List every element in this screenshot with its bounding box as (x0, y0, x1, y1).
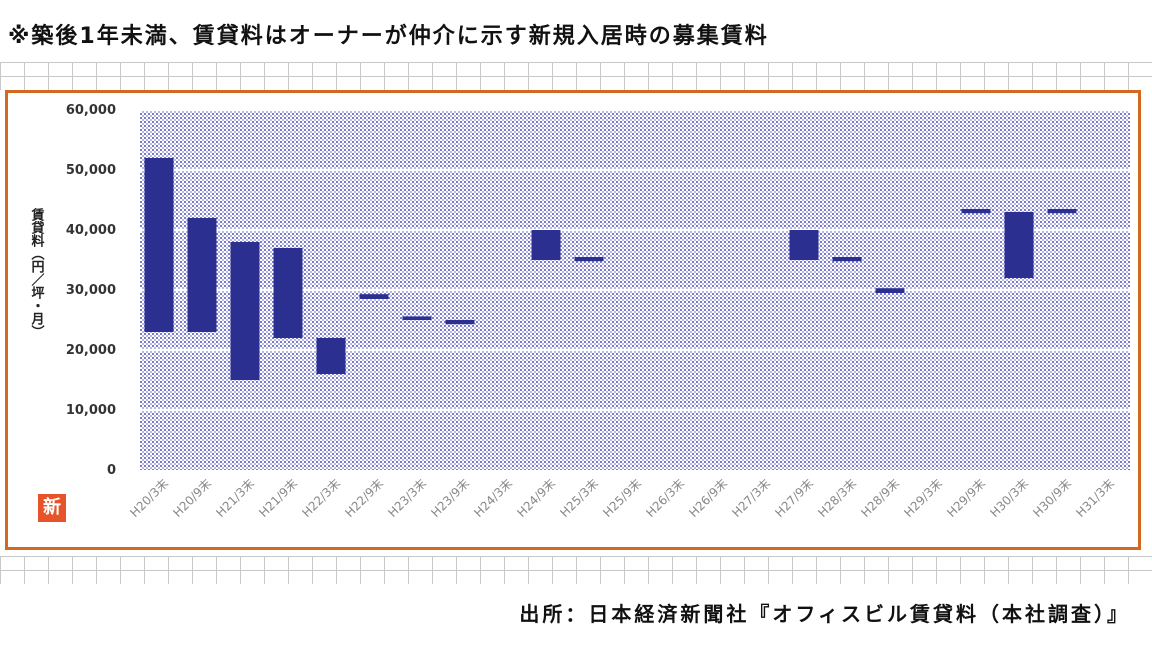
x-tick-label: H21/9末 (256, 476, 300, 520)
x-tick-label: H30/3末 (987, 476, 1031, 520)
range-bar (1047, 209, 1077, 214)
range-bar (273, 248, 303, 338)
x-tick-label: H25/3末 (557, 476, 601, 520)
range-bar (144, 158, 174, 332)
y-tick-label: 30,000 (66, 283, 116, 298)
range-bar (359, 294, 389, 299)
x-tick-label: H23/3末 (385, 476, 429, 520)
x-tick-label: H27/9末 (772, 476, 816, 520)
note-text: ※築後1年未満、賃貸料はオーナーが仲介に示す新規入居時の募集賃料 (8, 24, 769, 49)
x-tick-label: H28/9末 (858, 476, 902, 520)
y-tick-label: 60,000 (66, 103, 116, 118)
y-tick-label: 50,000 (66, 163, 116, 178)
x-tick-label: H30/9末 (1030, 476, 1074, 520)
floating-bar-chart: 0 10,000 20,000 30,000 40,000 50,000 60,000 H2… (29, 103, 1130, 520)
y-axis-label: 賃貸料（円／坪・月） (29, 207, 46, 338)
x-tick-label: H26/9末 (686, 476, 730, 520)
x-tick-label: H29/9末 (944, 476, 988, 520)
y-tick-label: 0 (107, 463, 116, 478)
grid-band-top (0, 62, 1152, 90)
x-tick-label: H29/3末 (901, 476, 945, 520)
range-bar (1004, 212, 1034, 278)
x-tick-label: H20/3末 (127, 476, 171, 520)
range-bar (316, 338, 346, 374)
grid-band-bottom (0, 556, 1152, 584)
x-tick-label: H24/9末 (514, 476, 558, 520)
x-tick-label: H27/3末 (729, 476, 773, 520)
y-tick-label: 10,000 (66, 403, 116, 418)
range-bar (445, 320, 475, 325)
range-bar (402, 316, 432, 320)
y-tick-label: 20,000 (66, 343, 116, 358)
chart-frame: 0 10,000 20,000 30,000 40,000 50,000 60,000 H2… (5, 90, 1141, 550)
range-bar (187, 218, 217, 332)
x-tick-label: H25/9末 (600, 476, 644, 520)
x-tick-label: H23/9末 (428, 476, 472, 520)
x-tick-label: H22/9末 (342, 476, 386, 520)
newspaper-logo-icon: 新 (38, 494, 66, 522)
x-tick-label: H20/9末 (170, 476, 214, 520)
range-bar (875, 288, 905, 293)
range-bar (230, 242, 260, 380)
range-bar (789, 230, 819, 260)
x-tick-label: H21/3末 (213, 476, 257, 520)
range-bar (832, 257, 862, 262)
x-tick-label: H24/3末 (471, 476, 515, 520)
range-bar (961, 209, 991, 214)
x-tick-label: H22/3末 (299, 476, 343, 520)
range-bar (574, 257, 604, 262)
range-bar (531, 230, 561, 260)
source-text: 出所：日本経済新聞社『オフィスビル賃貸料（本社調査）』 (519, 602, 1130, 626)
y-tick-label: 40,000 (66, 223, 116, 238)
x-tick-label: H31/3末 (1073, 476, 1117, 520)
x-tick-label: H26/3末 (643, 476, 687, 520)
x-tick-label: H28/3末 (815, 476, 859, 520)
